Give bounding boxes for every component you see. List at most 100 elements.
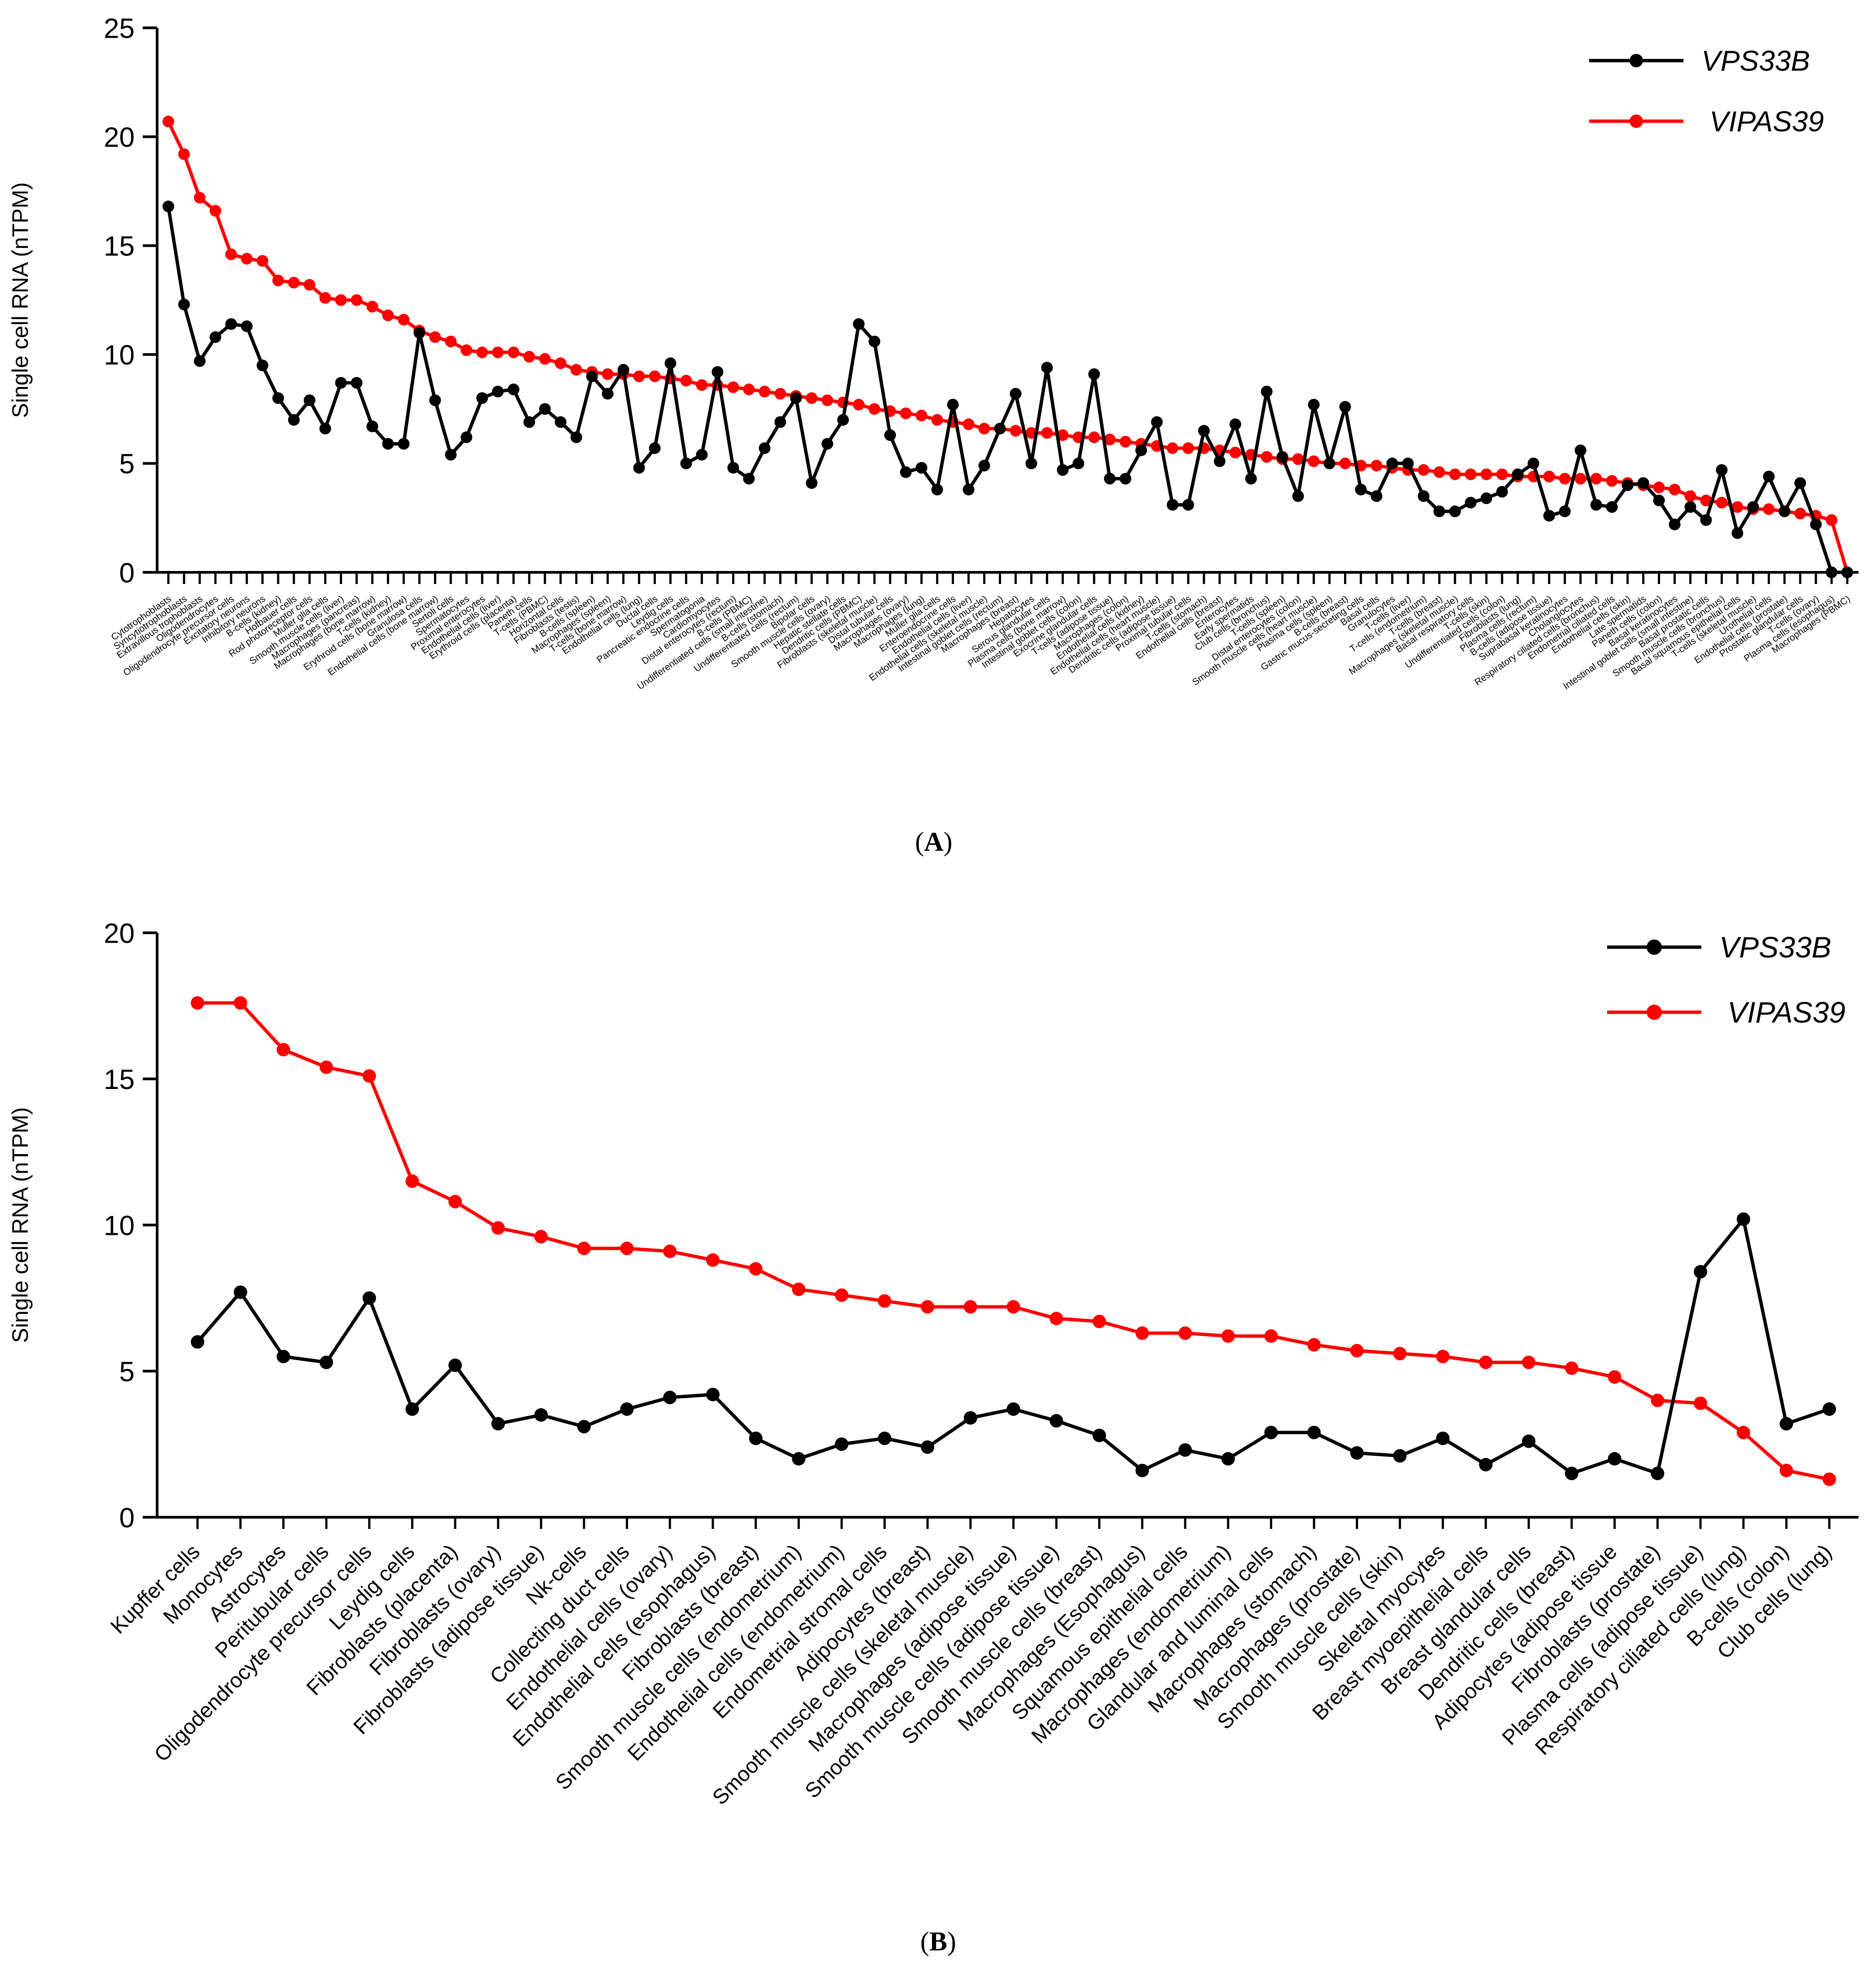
data-point-vipas39 [1167,442,1179,454]
data-point-vipas39 [405,1174,419,1188]
y-tick-label: 0 [119,558,135,588]
data-point-vps33b [461,431,473,444]
data-point-vipas39 [743,383,755,395]
data-point-vipas39 [163,115,174,127]
data-point-vps33b [507,383,519,395]
data-point-vipas39 [351,294,363,306]
data-point-vipas39 [445,335,457,347]
data-point-vipas39 [649,370,661,382]
legend-swatch-marker [1630,114,1643,128]
data-point-vipas39 [191,996,204,1010]
data-point-vipas39 [1433,466,1445,478]
data-point-vipas39 [398,314,410,326]
data-point-vps33b [398,438,410,450]
data-point-vps33b [663,1391,677,1405]
data-point-vps33b [1245,473,1257,485]
data-point-vipas39 [1736,1426,1750,1440]
data-point-vps33b [774,416,786,428]
y-axis-label: Single cell RNA (nTPM) [8,1107,33,1343]
data-point-vipas39 [448,1194,462,1208]
data-point-vps33b [1418,490,1430,502]
data-point-vps33b [792,1452,806,1466]
data-point-vps33b [1763,470,1775,483]
data-point-vipas39 [577,1242,591,1256]
data-point-vps33b [1810,518,1822,531]
data-point-vipas39 [233,996,247,1010]
data-point-vipas39 [1221,1329,1235,1343]
data-point-vipas39 [931,414,943,426]
data-point-vps33b [1543,509,1555,522]
data-point-vipas39 [680,375,692,387]
data-point-vipas39 [1731,501,1744,513]
y-tick-label: 25 [104,13,135,44]
data-point-vipas39 [1669,483,1681,496]
data-point-vps33b [680,457,692,470]
data-point-vipas39 [727,381,739,393]
data-point-vps33b [1292,490,1304,502]
data-point-vipas39 [288,277,300,289]
data-point-vps33b [1339,401,1351,413]
data-point-vps33b [209,331,221,343]
data-point-vipas39 [1308,455,1320,467]
data-point-vps33b [1449,505,1461,518]
y-tick-label: 20 [104,122,135,153]
y-tick-label: 10 [104,340,135,371]
data-point-vipas39 [1606,475,1618,487]
data-point-vps33b [1826,566,1838,578]
series-line-vps33b [167,206,1847,574]
legend-swatch-marker [1647,1005,1662,1020]
data-point-vipas39 [1496,468,1508,480]
y-axis-label: Single cell RNA (nTPM) [8,182,33,418]
data-point-vps33b [445,448,457,461]
series-line-vps33b [196,1217,1830,1475]
data-point-vps33b [1050,1414,1063,1428]
data-point-vipas39 [1522,1355,1536,1369]
y-tick-label: 20 [104,918,135,949]
data-point-vipas39 [1465,468,1477,480]
data-point-vps33b [884,429,896,441]
data-point-vps33b [163,200,174,212]
data-point-vps33b [1637,477,1649,489]
data-point-vipas39 [319,292,331,304]
data-point-vps33b [491,1417,505,1431]
data-point-vps33b [1559,505,1571,518]
data-point-vps33b [1621,479,1634,491]
legend-entry: VIPAS39 [1727,996,1845,1029]
data-point-vps33b [413,327,426,339]
data-point-vipas39 [633,370,645,382]
data-point-vps33b [1436,1432,1450,1445]
data-point-vps33b [759,442,771,454]
data-point-vipas39 [1479,1355,1493,1369]
data-point-vipas39 [1694,1396,1708,1410]
data-point-vipas39 [534,1230,548,1244]
data-point-vps33b [1371,490,1383,502]
data-point-vipas39 [178,148,190,160]
data-point-vps33b [277,1349,290,1363]
data-point-vps33b [837,414,849,426]
panel-label: (B) [920,1927,956,1956]
data-point-vipas39 [335,294,347,306]
data-point-vps33b [1355,483,1367,496]
data-point-vipas39 [663,1244,677,1258]
data-point-vps33b [1511,468,1524,480]
data-point-vps33b [1823,1402,1836,1416]
data-point-vps33b [1057,464,1069,476]
data-point-vps33b [1653,494,1665,506]
data-point-vipas39 [539,353,551,365]
data-point-vipas39 [1339,457,1351,470]
data-point-vps33b [1006,1402,1020,1416]
data-point-vps33b [191,1335,204,1349]
data-point-vps33b [822,438,834,450]
data-point-vps33b [1276,451,1288,463]
data-point-vipas39 [1120,435,1132,448]
data-point-vps33b [712,366,724,378]
data-point-vps33b [1178,1443,1192,1457]
data-point-vipas39 [1565,1361,1579,1375]
data-point-vipas39 [1292,453,1304,465]
data-point-vipas39 [241,253,253,265]
data-point-vps33b [1041,361,1053,373]
data-point-vipas39 [1418,464,1430,476]
data-point-vipas39 [1371,460,1383,472]
data-point-vipas39 [1135,1326,1149,1340]
